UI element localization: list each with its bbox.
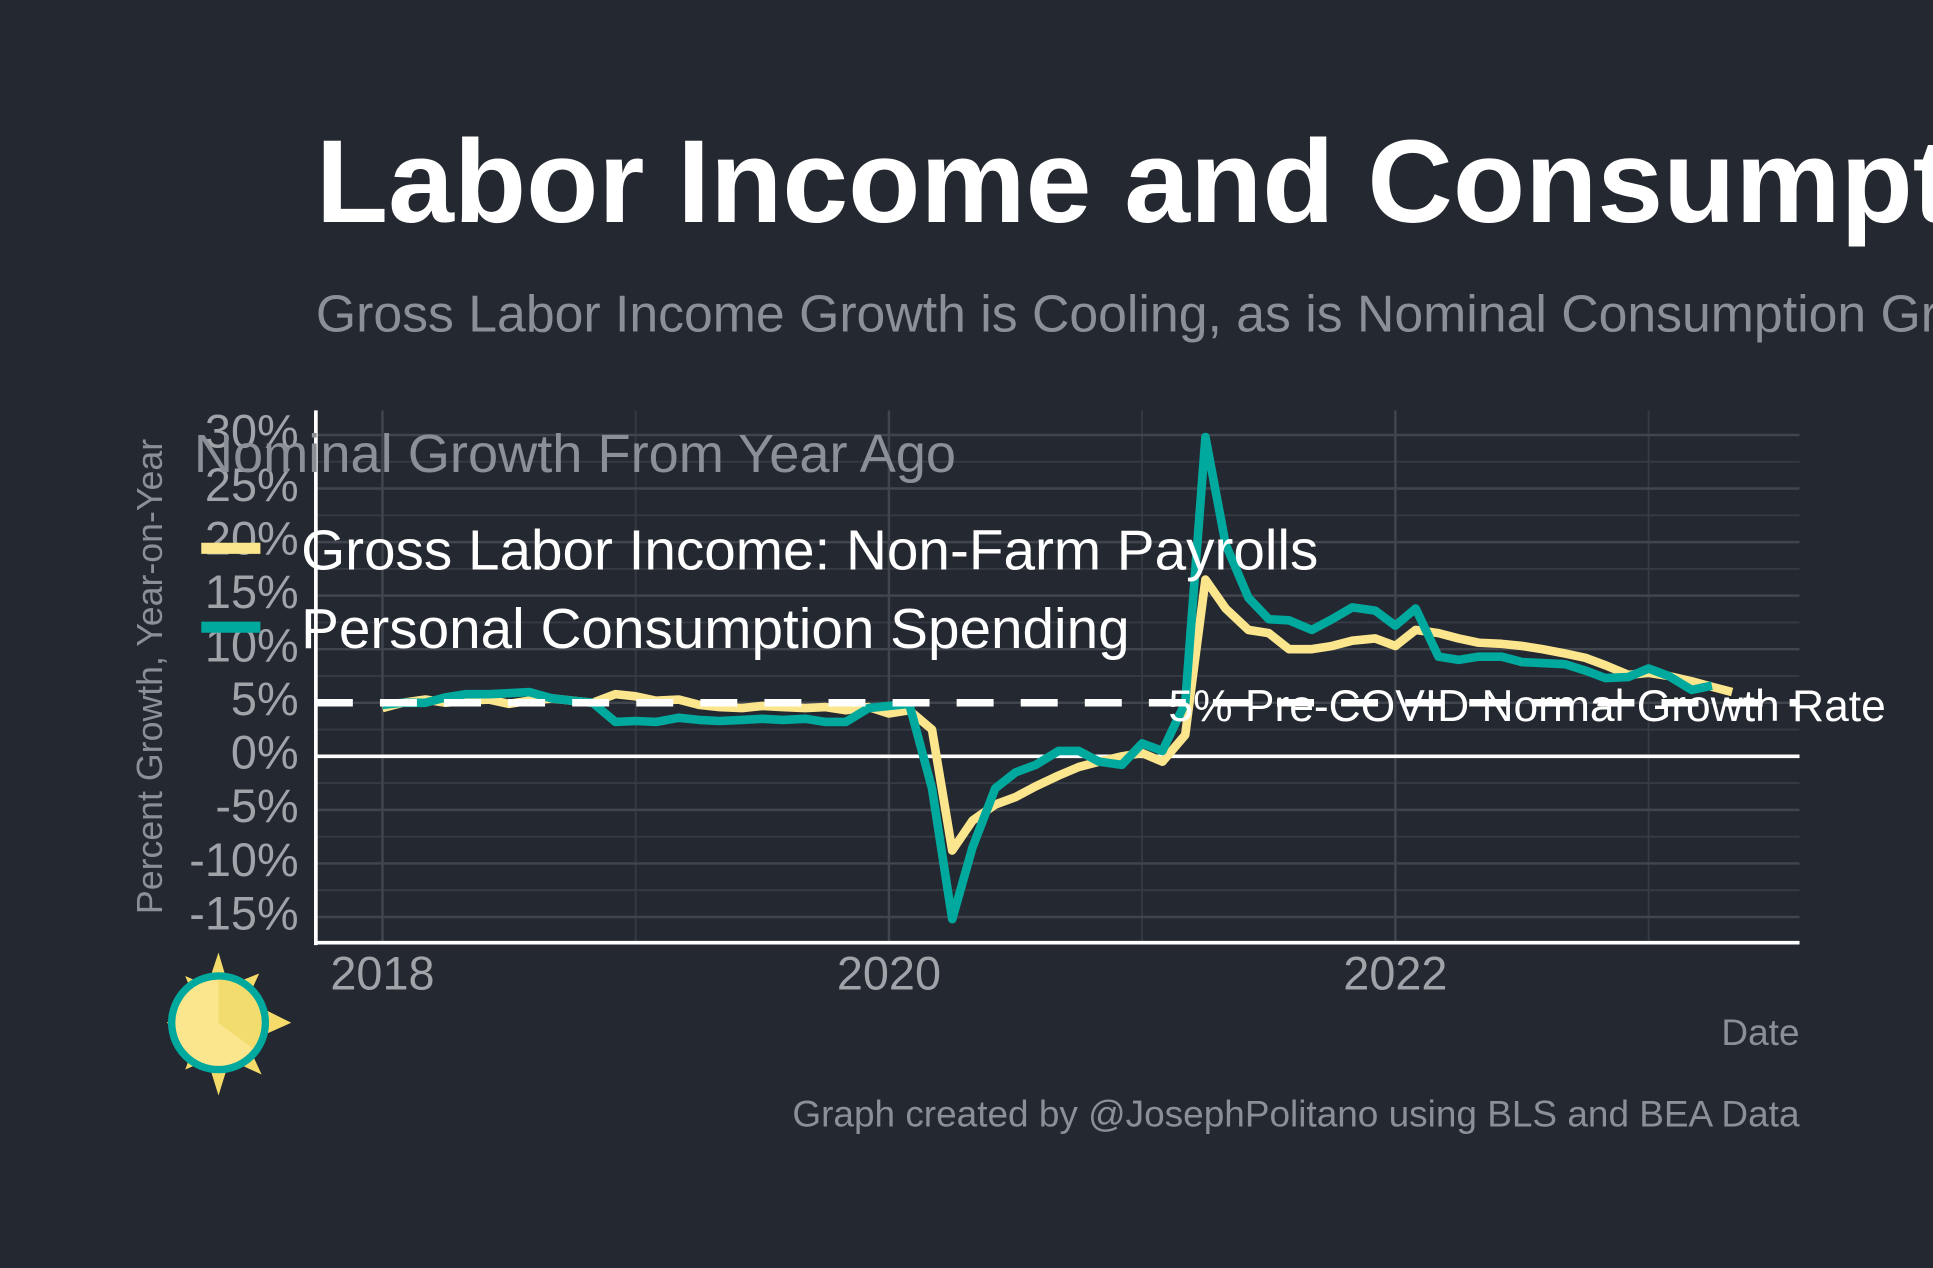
y-tick-label: -10% [189, 834, 298, 886]
y-axis-title: Percent Growth, Year-on-Year [130, 439, 170, 914]
logo-shade [218, 979, 262, 1049]
y-tick-label: 25% [205, 459, 299, 511]
chart-subtitle: Gross Labor Income Growth is Cooling, as… [316, 284, 1933, 342]
grid [315, 410, 1800, 943]
x-tick-label: 2022 [1343, 948, 1447, 1000]
chart-title: Labor Income and Consumption [316, 116, 1933, 248]
caption: Graph created by @JosephPolitano using B… [792, 1093, 1800, 1134]
reference-label: 5% Pre-COVID Normal Growth Rate [1168, 682, 1885, 731]
y-tick-label: -15% [189, 887, 298, 939]
y-tick-label: 5% [231, 673, 299, 725]
x-tick-label: 2020 [837, 948, 941, 1000]
legend-title: Nominal Growth From Year Ago [194, 424, 956, 484]
y-tick-label: 15% [205, 566, 299, 618]
logo [166, 952, 292, 1096]
legend-label: Personal Consumption Spending [301, 598, 1130, 661]
y-tick-label: 20% [205, 512, 299, 564]
y-tick-label: 0% [231, 727, 299, 779]
series-line [381, 432, 1713, 924]
legend-label: Gross Labor Income: Non-Farm Payrolls [301, 519, 1318, 582]
y-tick-label: -5% [215, 780, 298, 832]
x-axis-title: Date [1721, 1012, 1799, 1053]
series-line [381, 575, 1734, 855]
y-tick-label: 30% [205, 405, 299, 457]
x-tick-label: 2018 [330, 948, 434, 1000]
